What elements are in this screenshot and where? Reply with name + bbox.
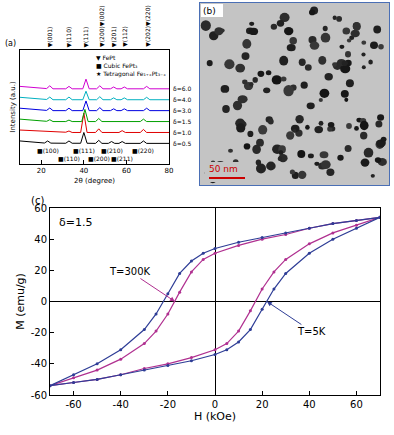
svg-text:20: 20 bbox=[37, 167, 46, 175]
svg-text:▼(201): ▼(201) bbox=[110, 26, 117, 47]
svg-text:▼(110): ▼(110) bbox=[65, 27, 72, 48]
svg-text:-40: -40 bbox=[31, 358, 47, 369]
svg-text:▼(202)▼(220): ▼(202)▼(220) bbox=[144, 5, 151, 47]
svg-text:60: 60 bbox=[122, 167, 131, 175]
svg-text:20: 20 bbox=[256, 399, 269, 410]
svg-text:40: 40 bbox=[79, 167, 88, 175]
svg-text:■(210): ■(210) bbox=[101, 147, 123, 154]
svg-text:■(200): ■(200) bbox=[88, 155, 110, 162]
svg-text:δ=4.0: δ=4.0 bbox=[173, 96, 191, 103]
svg-text:0: 0 bbox=[41, 296, 47, 307]
svg-text:T=300K: T=300K bbox=[109, 266, 151, 277]
svg-text:20: 20 bbox=[34, 265, 47, 276]
svg-text:▼(111): ▼(111) bbox=[82, 27, 89, 48]
svg-text:80: 80 bbox=[165, 167, 174, 175]
svg-text:(a): (a) bbox=[5, 39, 16, 48]
svg-text:■(220): ■(220) bbox=[132, 147, 154, 154]
svg-text:■(110): ■(110) bbox=[58, 155, 80, 162]
svg-text:Intensity (a.u.): Intensity (a.u.) bbox=[9, 81, 17, 133]
svg-text:-60: -60 bbox=[65, 399, 81, 410]
svg-text:40: 40 bbox=[34, 234, 47, 245]
svg-text:■(111): ■(111) bbox=[73, 147, 95, 154]
svg-text:δ=3.0: δ=3.0 bbox=[173, 107, 191, 114]
svg-text:(b): (b) bbox=[203, 6, 216, 16]
svg-text:■(211): ■(211) bbox=[111, 155, 133, 162]
svg-text:H (kOe): H (kOe) bbox=[194, 410, 236, 423]
svg-text:▼(200)▼(002): ▼(200)▼(002) bbox=[98, 5, 105, 47]
svg-text:40: 40 bbox=[303, 399, 316, 410]
svg-text:60: 60 bbox=[34, 203, 47, 214]
svg-text:▼ FePt■ Cubic FePt₃★ Tetragona: ▼ FePt■ Cubic FePt₃★ Tetragonal Fe₁₊ₓPt₃… bbox=[96, 54, 166, 78]
svg-text:50 nm: 50 nm bbox=[209, 164, 238, 174]
svg-text:2θ (degree): 2θ (degree) bbox=[74, 177, 115, 185]
svg-text:-40: -40 bbox=[113, 399, 129, 410]
svg-text:-20: -20 bbox=[31, 327, 47, 338]
svg-text:δ=6.0: δ=6.0 bbox=[173, 85, 191, 92]
svg-text:-20: -20 bbox=[160, 399, 176, 410]
svg-text:δ=1.5: δ=1.5 bbox=[59, 216, 92, 229]
svg-text:▼(001): ▼(001) bbox=[46, 27, 53, 48]
svg-text:(c): (c) bbox=[31, 195, 44, 206]
svg-text:M (emu/g): M (emu/g) bbox=[14, 273, 27, 330]
svg-text:T=5K: T=5K bbox=[297, 326, 326, 337]
svg-text:▼(112): ▼(112) bbox=[121, 26, 128, 47]
svg-text:-60: -60 bbox=[31, 390, 47, 401]
svg-text:60: 60 bbox=[350, 399, 363, 410]
svg-text:δ=0.5: δ=0.5 bbox=[173, 140, 191, 147]
svg-text:■(100): ■(100) bbox=[37, 147, 59, 154]
svg-text:δ=1.0: δ=1.0 bbox=[173, 129, 191, 136]
svg-text:δ=1.5: δ=1.5 bbox=[173, 118, 191, 125]
svg-text:0: 0 bbox=[212, 399, 218, 410]
